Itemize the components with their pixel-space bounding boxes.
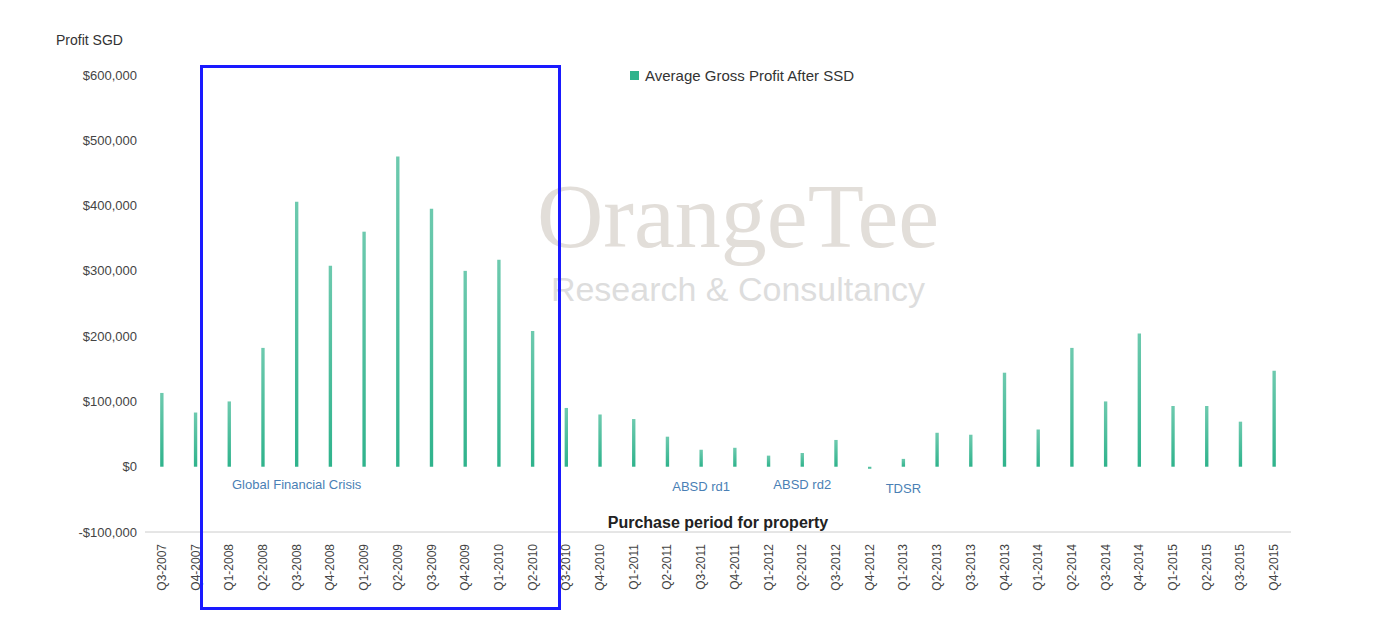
svg-text:Q1-2012: Q1-2012 — [762, 544, 776, 591]
svg-text:Q4-2010: Q4-2010 — [593, 544, 607, 591]
html-text:Research & Consultancy: Research & Consultancy — [550, 270, 926, 308]
svg-text:Q4-2012: Q4-2012 — [863, 544, 877, 591]
svg-text:Q2-2014: Q2-2014 — [1065, 544, 1079, 591]
svg-text:Q4-2015: Q4-2015 — [1267, 544, 1281, 591]
svg-text:ABSD rd2: ABSD rd2 — [773, 477, 831, 492]
svg-text:Q4-2007: Q4-2007 — [189, 544, 203, 591]
svg-text:Q1-2015: Q1-2015 — [1166, 544, 1180, 591]
svg-text:Q3-2013: Q3-2013 — [964, 544, 978, 591]
svg-text:Q3-2014: Q3-2014 — [1099, 544, 1113, 591]
svg-text:Q3-2015: Q3-2015 — [1233, 544, 1247, 591]
svg-text:Q2-2009: Q2-2009 — [391, 544, 405, 591]
svg-text:Q4-2011: Q4-2011 — [728, 544, 742, 590]
svg-text:$100,000: $100,000 — [83, 394, 137, 409]
svg-text:Q2-2011: Q2-2011 — [660, 544, 674, 590]
svg-text:Q1-2009: Q1-2009 — [357, 544, 371, 591]
svg-text:ABSD rd1: ABSD rd1 — [672, 479, 730, 494]
svg-text:-$100,000: -$100,000 — [78, 525, 137, 540]
svg-text:Q4-2008: Q4-2008 — [323, 544, 337, 591]
svg-text:Q3-2011: Q3-2011 — [694, 544, 708, 590]
svg-text:TDSR: TDSR — [886, 481, 921, 496]
svg-text:Q2-2008: Q2-2008 — [256, 544, 270, 591]
html-text:Profit SGD: Profit SGD — [56, 32, 123, 48]
svg-text:Q4-2009: Q4-2009 — [458, 544, 472, 591]
svg-text:Q1-2011: Q1-2011 — [627, 544, 641, 590]
svg-text:Q1-2013: Q1-2013 — [896, 544, 910, 591]
svg-text:Q4-2013: Q4-2013 — [998, 544, 1012, 591]
svg-text:Q2-2010: Q2-2010 — [526, 544, 540, 591]
svg-text:Q3-2009: Q3-2009 — [425, 544, 439, 591]
svg-text:Q1-2014: Q1-2014 — [1031, 544, 1045, 591]
svg-text:Q3-2012: Q3-2012 — [829, 544, 843, 591]
svg-text:Q3-2008: Q3-2008 — [290, 544, 304, 591]
svg-text:Q1-2010: Q1-2010 — [492, 544, 506, 591]
html-text:OrangeTee: OrangeTee — [536, 165, 940, 267]
svg-text:$0: $0 — [123, 459, 137, 474]
svg-text:$500,000: $500,000 — [83, 133, 137, 148]
html-text:Average Gross Profit After SSD: Average Gross Profit After SSD — [645, 67, 854, 84]
svg-text:Q2-2015: Q2-2015 — [1200, 544, 1214, 591]
svg-text:Global Financial Crisis: Global Financial Crisis — [232, 477, 362, 492]
svg-text:Purchase period for property: Purchase period for property — [608, 514, 829, 531]
svg-text:Q1-2008: Q1-2008 — [222, 544, 236, 591]
svg-text:Q3-2010: Q3-2010 — [559, 544, 573, 591]
svg-text:Q2-2012: Q2-2012 — [795, 544, 809, 591]
svg-text:Q4-2014: Q4-2014 — [1132, 544, 1146, 591]
svg-text:$400,000: $400,000 — [83, 198, 137, 213]
svg-text:Q3-2007: Q3-2007 — [155, 544, 169, 591]
svg-text:$300,000: $300,000 — [83, 263, 137, 278]
svg-text:Q2-2013: Q2-2013 — [930, 544, 944, 591]
svg-text:$600,000: $600,000 — [83, 68, 137, 83]
svg-text:$200,000: $200,000 — [83, 329, 137, 344]
